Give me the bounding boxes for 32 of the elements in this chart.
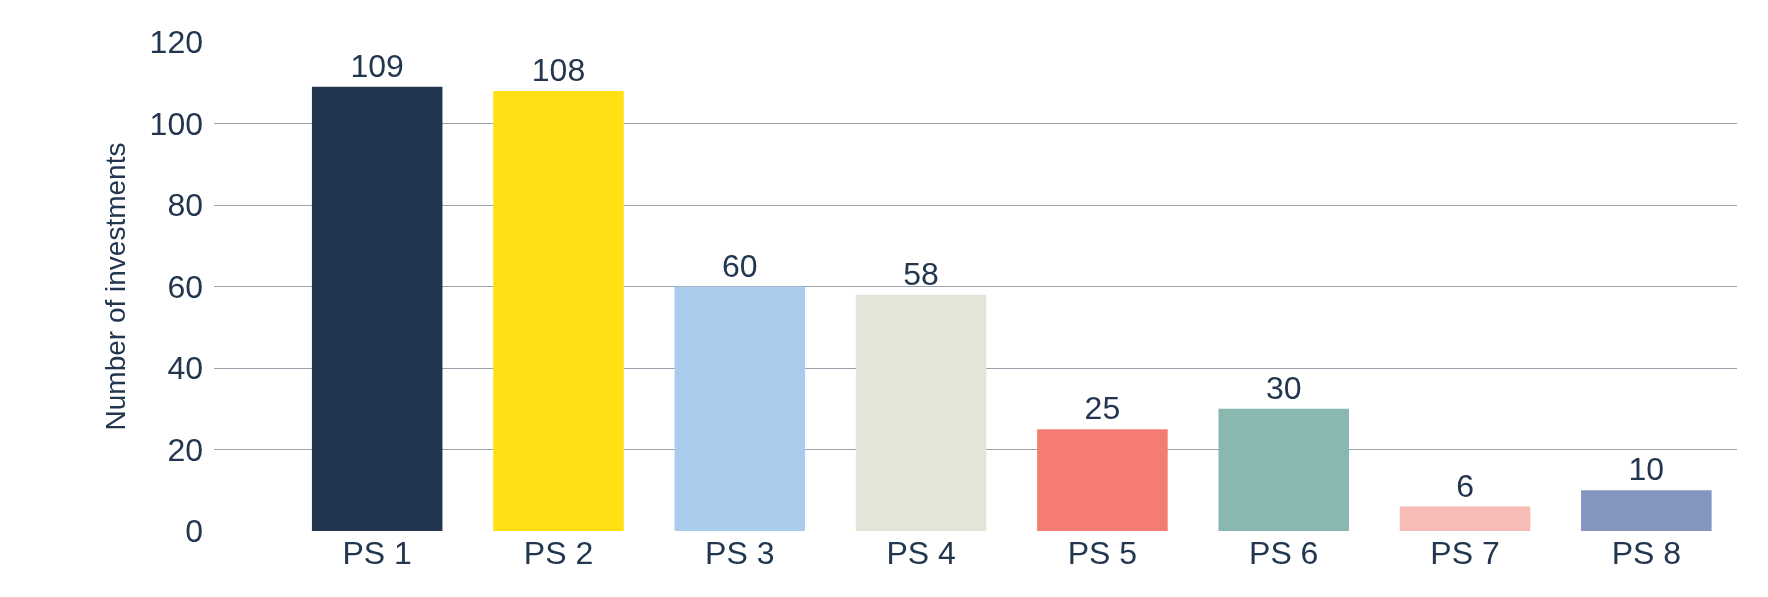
y-tick-label: 100	[149, 105, 203, 142]
data-label: 25	[1084, 390, 1121, 427]
y-tick-label: 40	[167, 350, 203, 387]
y-tick-label: 120	[149, 24, 203, 61]
x-tick-label: PS 3	[705, 535, 775, 571]
data-label: 30	[1265, 369, 1302, 406]
data-label: 6	[1456, 467, 1474, 504]
data-label: 108	[531, 51, 586, 88]
bar	[1399, 506, 1531, 531]
bar	[1218, 408, 1349, 531]
bar	[1037, 429, 1168, 531]
y-axis-title: Number of investments	[100, 142, 132, 431]
x-tick-label: PS 2	[523, 535, 594, 571]
x-tick-label: PS 4	[886, 535, 956, 571]
x-tick-label: PS 5	[1067, 535, 1138, 571]
y-tick-label: 80	[167, 187, 203, 224]
bar	[674, 286, 806, 531]
x-tick-label: PS 7	[1430, 535, 1500, 571]
data-label: 109	[350, 47, 404, 84]
data-label: 60	[722, 247, 758, 284]
y-tick-label: 20	[167, 431, 203, 468]
data-label: 10	[1628, 451, 1665, 488]
bar	[855, 294, 987, 531]
bar	[1581, 490, 1712, 531]
bar	[311, 86, 443, 531]
y-tick-label: 0	[185, 513, 203, 550]
data-label: 58	[903, 255, 939, 292]
y-tick-label: 60	[167, 268, 203, 305]
bar	[493, 90, 624, 531]
x-tick-label: PS 1	[342, 535, 412, 571]
x-tick-label: PS 6	[1249, 535, 1319, 571]
x-tick-label: PS 8	[1611, 535, 1682, 571]
